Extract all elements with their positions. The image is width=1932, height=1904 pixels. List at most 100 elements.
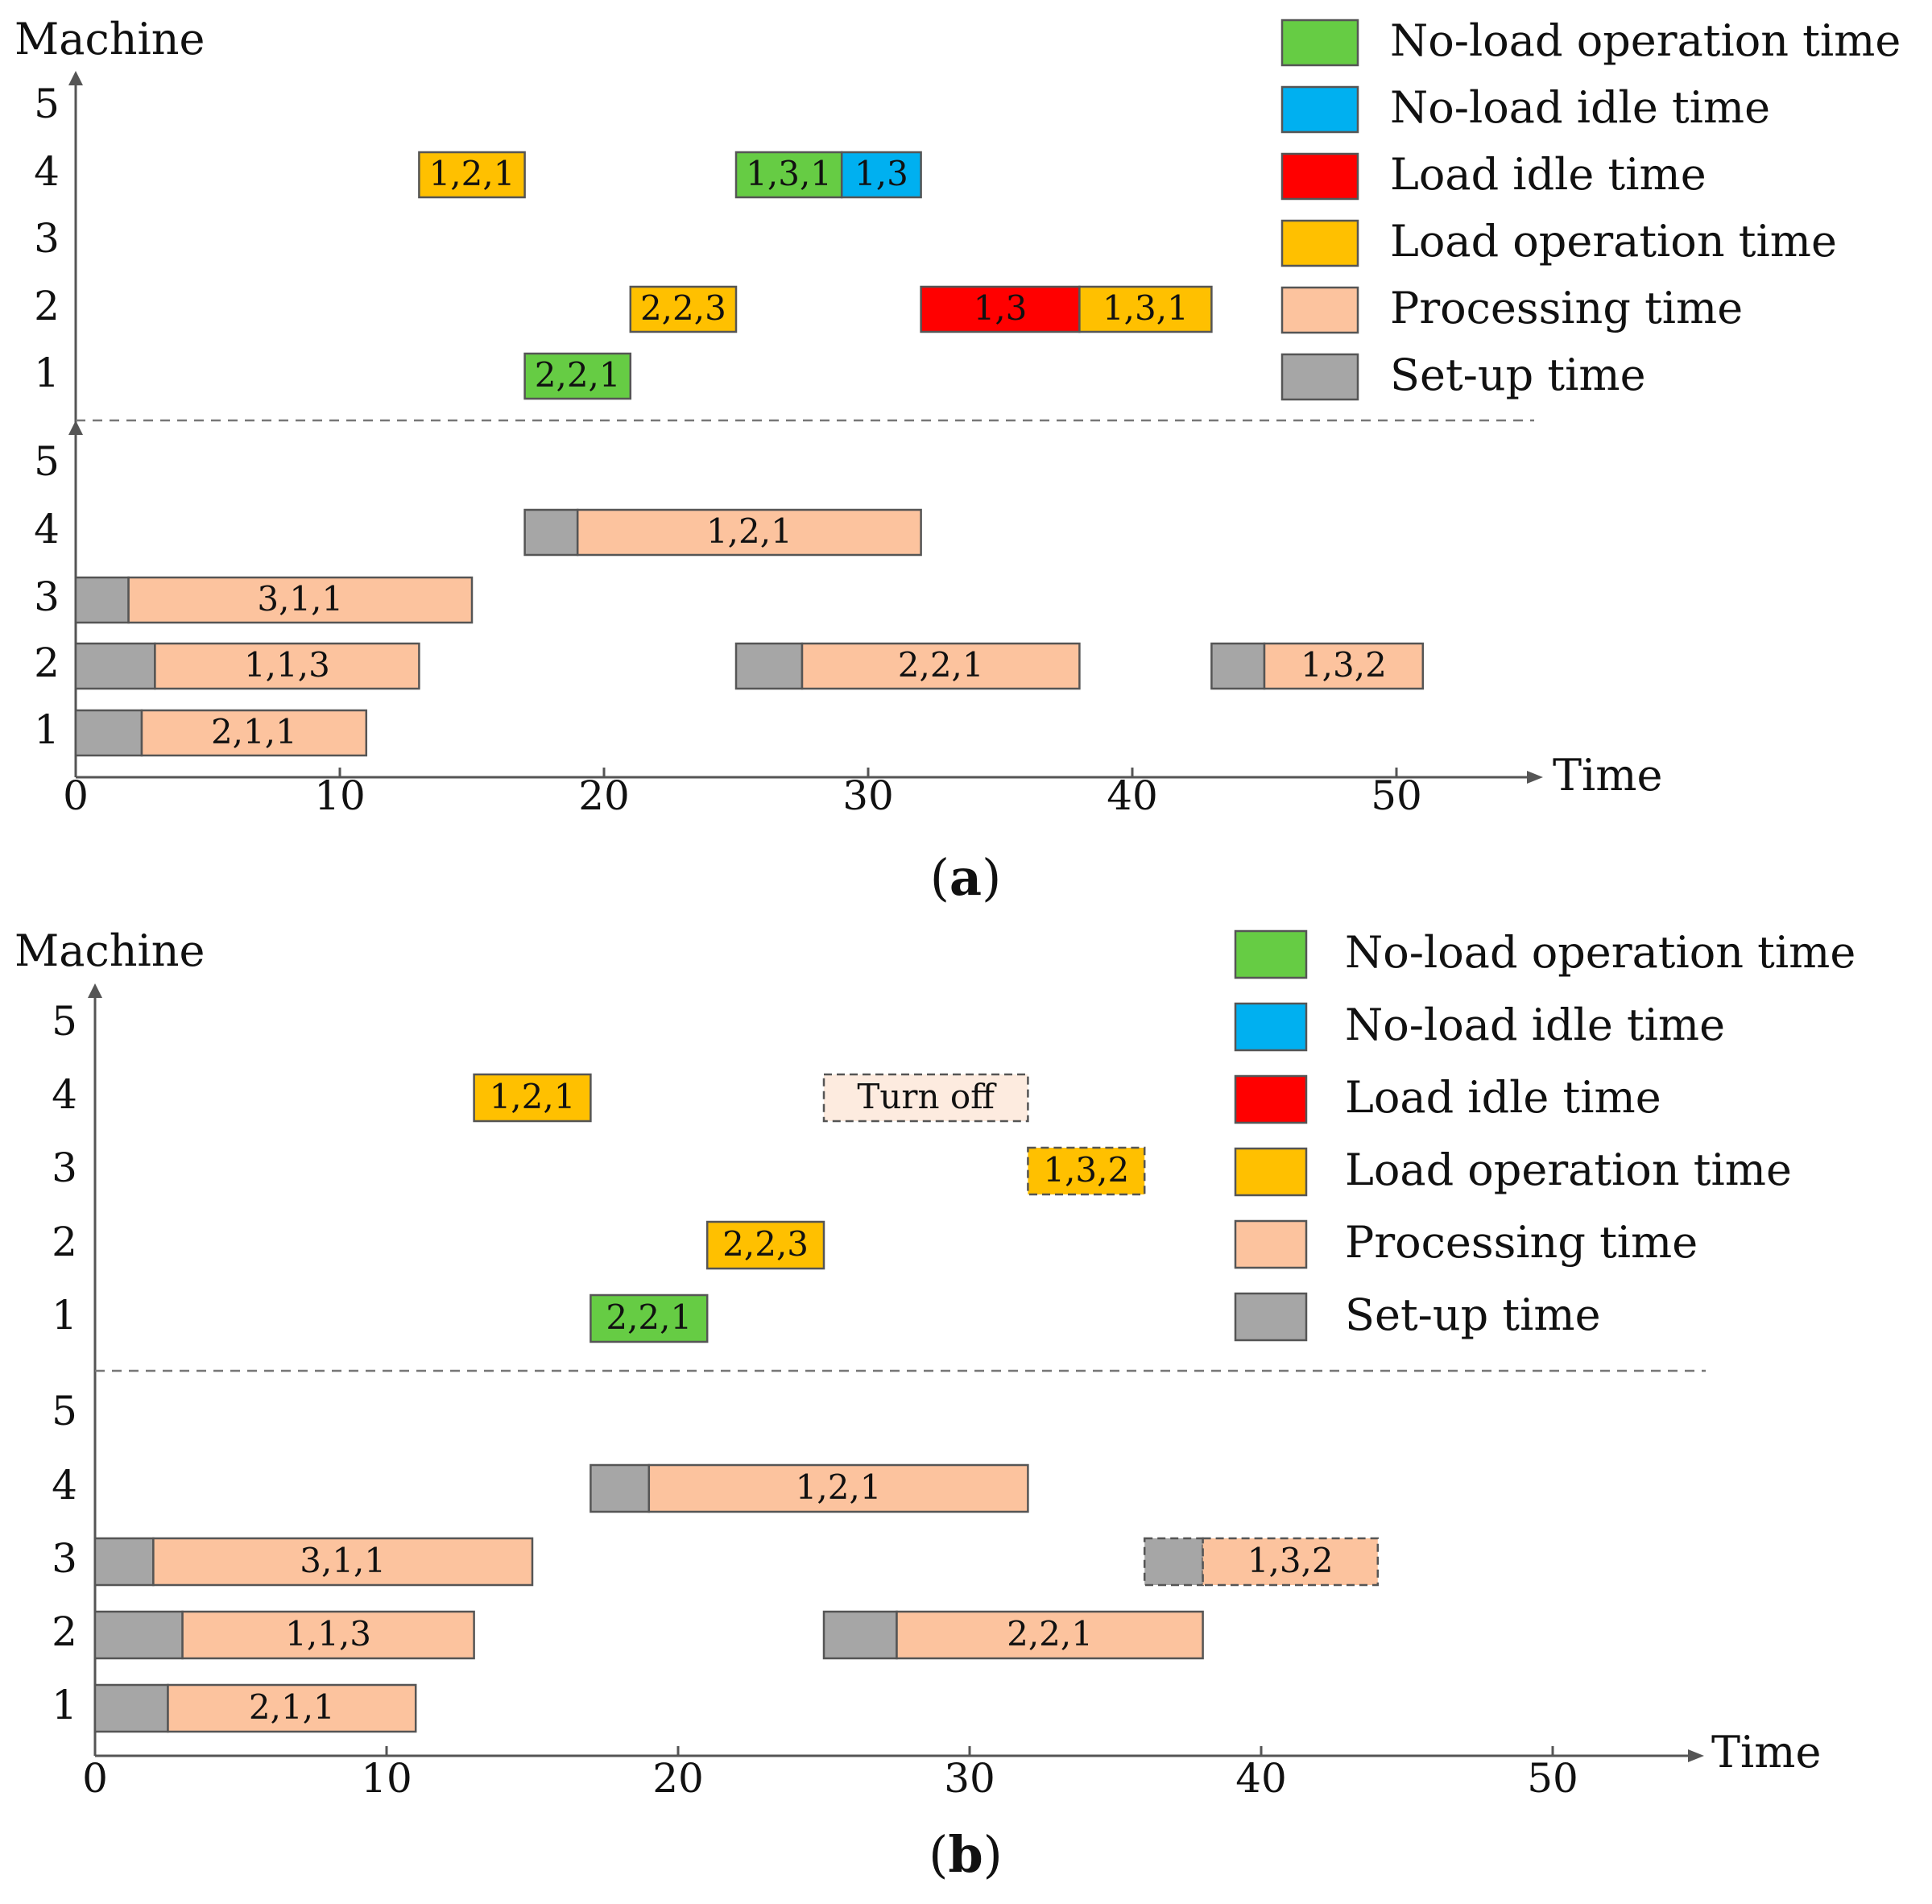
legend-label: Load operation time xyxy=(1390,216,1837,267)
bar-load_op xyxy=(418,151,526,199)
x-tick-label: 30 xyxy=(944,1755,995,1802)
y-tick-label-upper: 3 xyxy=(52,1144,77,1191)
bar-setup xyxy=(734,642,804,690)
legend-swatch-load_op xyxy=(1280,219,1359,267)
panel-b: Machine Time 0 10 20 30 40 50 1 1 2 2 3 3 4 4 5 5 1,2,1 Tur… xyxy=(14,925,1855,1884)
caption-close: ) xyxy=(982,848,1001,907)
bar-label: 2,1,1 xyxy=(211,712,297,751)
bar-label: 1,3 xyxy=(854,154,908,193)
caption-open: ( xyxy=(930,848,949,907)
bar-label: 2,2,1 xyxy=(1007,1614,1093,1654)
bar-label: 1,2,1 xyxy=(429,154,515,193)
bar-processing xyxy=(801,642,1081,690)
bar-processing xyxy=(1263,642,1425,690)
y-tick-label-upper: 1 xyxy=(34,350,60,396)
bar-processing xyxy=(154,642,420,690)
bar-processing xyxy=(140,709,368,757)
bar-setup xyxy=(590,1463,651,1513)
bar-setup xyxy=(74,642,156,690)
bar-label: 2,2,1 xyxy=(898,645,984,685)
legend-swatch-noload_idle xyxy=(1234,1002,1308,1052)
panel-caption: (a) xyxy=(930,848,1002,907)
y-tick-label-upper: 5 xyxy=(52,998,77,1045)
x-tick-label: 40 xyxy=(1235,1755,1287,1802)
legend-label: Processing time xyxy=(1390,283,1743,333)
y-tick-label-lower: 5 xyxy=(34,438,60,485)
bar-turnoff xyxy=(822,1073,1029,1123)
bar-setup xyxy=(1210,642,1266,690)
bar-setup xyxy=(93,1537,155,1587)
bar-processing xyxy=(152,1537,534,1587)
bar-load_op xyxy=(705,1220,825,1270)
bar-processing xyxy=(896,1610,1204,1660)
y-tick-label-upper: 2 xyxy=(52,1219,77,1265)
bar-load_op xyxy=(473,1073,592,1123)
y-tick-label-lower: 4 xyxy=(34,506,60,553)
y-tick-label-upper: 5 xyxy=(34,81,60,127)
x-axis-title: Time xyxy=(1711,1727,1821,1778)
bar-label: 1,3,1 xyxy=(746,154,832,193)
bar-load_op xyxy=(1027,1146,1146,1196)
bar-noload_idle xyxy=(840,151,922,199)
legend-swatch-noload_op xyxy=(1234,929,1308,979)
y-tick-label-lower: 1 xyxy=(52,1682,77,1728)
bar-setup xyxy=(93,1683,169,1733)
bar-processing xyxy=(1202,1537,1380,1587)
bar-label: 3,1,1 xyxy=(257,579,343,619)
caption-open: ( xyxy=(929,1825,948,1884)
legend: No-load operation time No-load idle time L… xyxy=(1234,927,1855,1342)
y-tick-label-lower: 4 xyxy=(52,1462,77,1509)
bar-label: 2,1,1 xyxy=(249,1687,335,1727)
x-axis-arrow xyxy=(1688,1749,1704,1762)
bar-label: 1,3,2 xyxy=(1247,1541,1334,1580)
bar-processing xyxy=(127,576,474,624)
x-tick-label: 20 xyxy=(652,1755,704,1802)
legend-label: Load operation time xyxy=(1345,1144,1792,1195)
bar-label: 1,2,1 xyxy=(706,511,792,551)
y-tick-label-upper: 2 xyxy=(34,283,60,329)
y-tick-label-upper: 4 xyxy=(52,1071,77,1118)
x-axis-title: Time xyxy=(1553,750,1662,801)
caption-close: ) xyxy=(983,1825,1003,1884)
x-tick-label: 20 xyxy=(578,772,630,819)
y-tick-label-upper: 4 xyxy=(34,148,60,195)
legend-label: No-load operation time xyxy=(1345,927,1855,978)
legend-swatch-noload_idle xyxy=(1280,85,1359,134)
bar-noload_op xyxy=(523,352,632,400)
bar-label: 1,1,3 xyxy=(285,1614,371,1654)
y-tick-label-lower: 5 xyxy=(52,1388,77,1434)
y-axis-title: Machine xyxy=(14,14,205,64)
x-tick-label: 50 xyxy=(1371,772,1422,819)
bar-noload_op xyxy=(590,1293,709,1343)
bar-setup xyxy=(74,576,130,624)
y-tick-label-lower: 2 xyxy=(34,639,60,686)
legend-label: No-load idle time xyxy=(1390,82,1770,133)
y-axis-lower-arrow xyxy=(68,420,83,435)
y-axis-arrow xyxy=(88,983,102,998)
panel-a: Machine Time 0 10 20 30 40 50 1 1 2 2 3 3 4 4 5 5 1,2,1 1,3… xyxy=(14,14,1901,907)
x-tick-label: 10 xyxy=(361,1755,412,1802)
x-tick-label: 10 xyxy=(314,772,366,819)
bar-setup xyxy=(93,1610,184,1660)
bar-label: 2,2,1 xyxy=(535,355,621,395)
y-tick-label-upper: 3 xyxy=(34,215,60,262)
bar-setup xyxy=(1143,1537,1204,1587)
bar-processing xyxy=(181,1610,475,1660)
legend-label: No-load idle time xyxy=(1345,1000,1725,1050)
legend-swatch-load_idle xyxy=(1234,1074,1308,1124)
legend-label: Load idle time xyxy=(1345,1072,1661,1123)
bar-label: 1,1,3 xyxy=(244,645,330,685)
x-tick-label: 0 xyxy=(82,1755,108,1802)
bar-load_op xyxy=(629,285,738,333)
bar-label: 2,2,3 xyxy=(640,288,726,328)
bar-load_op xyxy=(1078,285,1213,333)
x-tick-label: 30 xyxy=(842,772,894,819)
x-tick-label: 40 xyxy=(1107,772,1158,819)
legend: No-load operation time No-load idle time L… xyxy=(1280,15,1901,401)
legend-label: Processing time xyxy=(1345,1217,1698,1268)
x-tick-label: 50 xyxy=(1527,1755,1578,1802)
legend-swatch-noload_op xyxy=(1280,19,1359,67)
panel-caption: (b) xyxy=(929,1825,1003,1884)
legend-label: Set-up time xyxy=(1345,1289,1601,1340)
caption-letter: b xyxy=(948,1825,983,1884)
